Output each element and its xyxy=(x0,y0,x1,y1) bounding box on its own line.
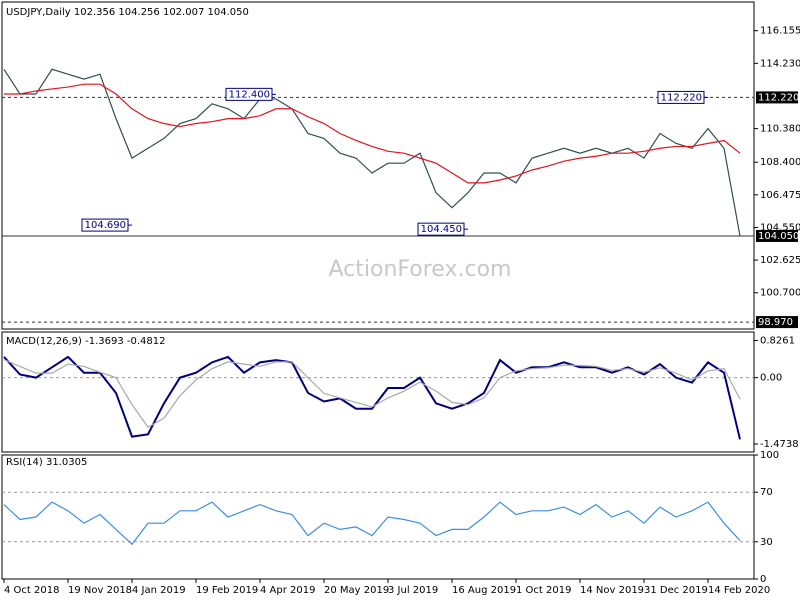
y-tick-label: 116.155 xyxy=(760,26,800,37)
y-tick-label: -1.4738 xyxy=(760,439,799,450)
annotation-label: 104.690 xyxy=(85,220,126,231)
annotation-box xyxy=(657,90,705,104)
x-tick-label: 31 Dec 2019 xyxy=(644,585,708,596)
x-tick-label: 1 Oct 2019 xyxy=(516,585,571,596)
panel-frame xyxy=(1,454,755,580)
y-tick-label: 108.400 xyxy=(760,157,800,168)
series-line xyxy=(3,355,741,440)
x-tick-label: 4 Oct 2018 xyxy=(4,585,59,596)
level-label-bg xyxy=(756,316,798,329)
series-line xyxy=(3,501,741,546)
y-tick-label: 106.475 xyxy=(760,190,800,201)
level-label: 98.970 xyxy=(758,317,793,328)
panel-frame xyxy=(1,331,755,453)
y-tick-label: 104.550 xyxy=(760,222,800,233)
panel-title: MACD(12,26,9) -1.3693 -0.4812 xyxy=(6,336,166,347)
annotation-box xyxy=(417,222,465,236)
panel-title: USDJPY,Daily 102.356 104.256 102.007 104… xyxy=(6,7,249,18)
level-label: 112.220 xyxy=(758,92,799,103)
y-tick-label: 70 xyxy=(760,487,773,498)
level-label-bg xyxy=(756,229,798,242)
y-tick-label: 30 xyxy=(760,537,773,548)
level-label: 104.050 xyxy=(758,231,799,242)
series-line xyxy=(3,68,741,237)
panel-title: RSI(14) 31.0305 xyxy=(6,457,87,468)
y-tick-label: 100 xyxy=(760,450,779,461)
x-tick-label: 19 Nov 2018 xyxy=(68,585,132,596)
y-tick-label: 0.00 xyxy=(760,373,782,384)
x-tick-label: 14 Feb 2020 xyxy=(708,585,770,596)
x-tick-label: 20 May 2019 xyxy=(324,585,389,596)
x-tick-label: 14 Nov 2019 xyxy=(580,585,644,596)
annotation-box xyxy=(81,218,129,232)
y-tick-label: 114.230 xyxy=(760,58,800,69)
annotation-label: 104.450 xyxy=(421,224,462,235)
y-tick-label: 0 xyxy=(760,574,766,585)
x-tick-label: 4 Apr 2019 xyxy=(260,585,315,596)
y-tick-label: 0.8261 xyxy=(760,335,795,346)
x-tick-label: 4 Jan 2019 xyxy=(132,585,186,596)
series-line xyxy=(4,83,741,184)
annotation-label: 112.220 xyxy=(661,92,702,103)
y-tick-label: 110.380 xyxy=(760,124,800,135)
watermark: ActionForex.com xyxy=(329,257,512,282)
x-tick-label: 3 Jul 2019 xyxy=(388,585,438,596)
annotation-box xyxy=(225,87,273,101)
y-tick-label: 102.625 xyxy=(760,255,800,266)
level-label-bg xyxy=(756,91,798,104)
x-tick-label: 16 Aug 2019 xyxy=(452,585,516,596)
series-line xyxy=(3,359,741,428)
x-tick-label: 19 Feb 2019 xyxy=(196,585,258,596)
y-tick-label: 100.700 xyxy=(760,288,800,299)
panel-frame xyxy=(1,1,755,330)
annotation-label: 112.400 xyxy=(229,89,270,100)
